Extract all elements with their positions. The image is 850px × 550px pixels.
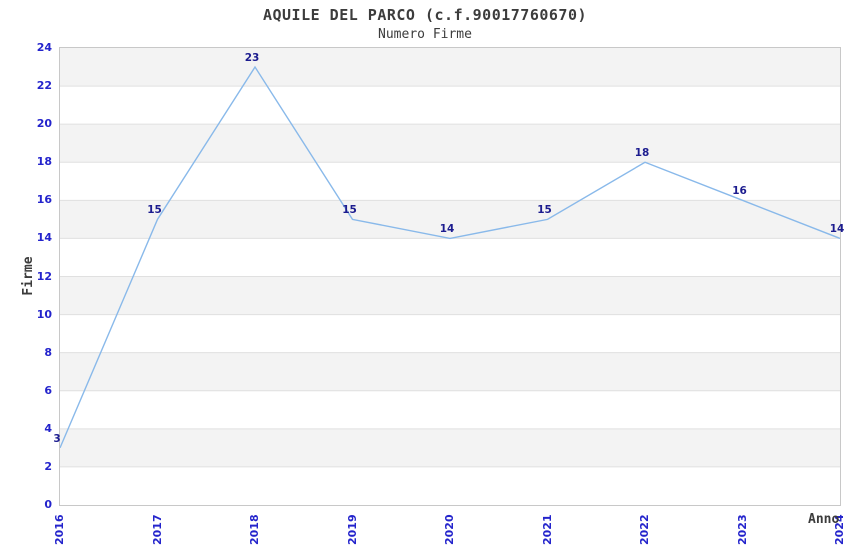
y-tick-label: 20	[36, 117, 52, 131]
data-point-label: 18	[634, 147, 650, 160]
y-tick-label: 18	[36, 155, 52, 169]
data-point-label: 16	[732, 185, 747, 198]
y-tick-label: 0	[44, 498, 52, 511]
data-point-label: 23	[244, 52, 260, 65]
x-tick-label: 2021	[540, 514, 554, 545]
y-tick-label: 6	[44, 383, 52, 397]
grid-band	[60, 428, 840, 467]
data-point-label: 3	[53, 432, 61, 445]
y-tick-label: 4	[44, 421, 52, 435]
y-tick-label: 22	[36, 79, 52, 93]
chart-subtitle: Numero Firme	[378, 27, 472, 42]
data-point-label: 15	[147, 204, 162, 217]
y-tick-label: 24	[36, 41, 52, 54]
chart-title: AQUILE DEL PARCO (c.f.90017760670)	[262, 6, 588, 24]
line-chart-svg	[60, 48, 840, 468]
y-axis-title: Firme	[21, 256, 36, 296]
line-series	[60, 65, 840, 449]
x-tick-label: 2017	[150, 514, 164, 545]
grid-band	[60, 276, 840, 315]
x-tick-label: 2020	[443, 514, 456, 545]
y-tick-label: 12	[36, 269, 52, 283]
x-tick-label: 2019	[345, 514, 359, 545]
y-tick-label: 14	[36, 231, 52, 245]
grid-band	[60, 124, 840, 163]
data-point-label: 15	[342, 204, 357, 217]
data-point-label: 15	[537, 204, 552, 217]
x-tick-label: 2022	[638, 514, 651, 545]
plot-area	[59, 47, 841, 506]
x-tick-label: 2023	[735, 514, 749, 545]
y-tick-label: 2	[44, 459, 52, 473]
data-point-label: 14	[439, 223, 455, 236]
x-tick-label: 2016	[53, 514, 66, 545]
y-tick-label: 8	[44, 345, 52, 359]
x-tick-label: 2018	[248, 514, 261, 545]
x-axis-title: Anno	[808, 512, 840, 527]
grid-band	[60, 48, 840, 87]
data-point-label: 14	[829, 223, 845, 236]
y-tick-label: 16	[36, 193, 52, 207]
y-tick-label: 10	[36, 307, 52, 321]
grid-band	[60, 352, 840, 391]
grid-band	[60, 200, 840, 239]
